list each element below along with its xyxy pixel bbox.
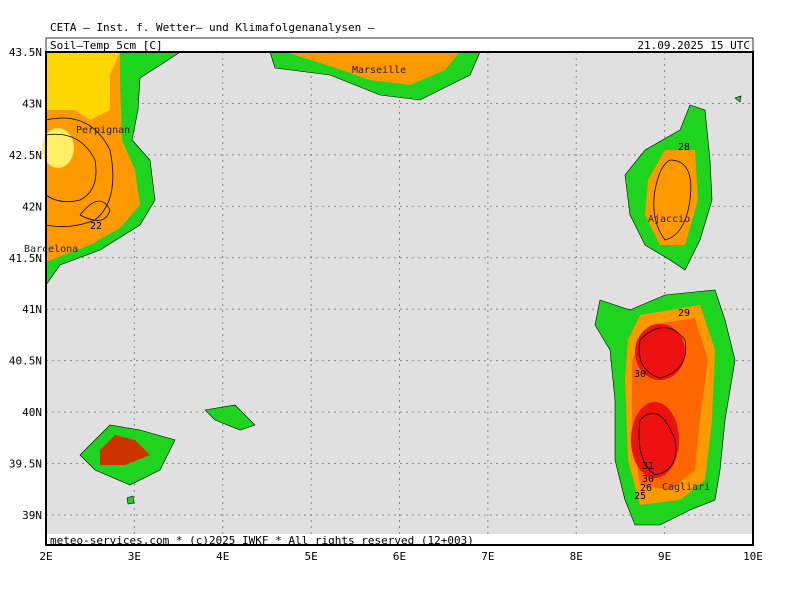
lat-tick-label: 41.5N xyxy=(9,252,42,265)
place-label: Barcelona xyxy=(24,244,78,255)
lat-tick-label: 43.5N xyxy=(9,46,42,59)
lon-tick-label: 2E xyxy=(39,550,52,563)
lat-tick-label: 42.5N xyxy=(9,149,42,162)
hottest-area xyxy=(635,324,685,380)
contour-label: 25 xyxy=(634,491,646,502)
lon-tick-label: 8E xyxy=(570,550,583,563)
lat-tick-label: 39N xyxy=(22,509,42,522)
header-title: CETA — Inst. f. Wetter— und Klimafolgena… xyxy=(50,21,375,34)
lon-tick-label: 4E xyxy=(216,550,229,563)
valid-time: 21.09.2025 15 UTC xyxy=(637,39,750,52)
islet xyxy=(734,95,742,103)
lat-tick-label: 41N xyxy=(22,303,42,316)
menorca xyxy=(204,404,256,431)
lon-tick-label: 5E xyxy=(305,550,318,563)
contour-label: 26 xyxy=(640,483,652,494)
lat-tick-label: 43N xyxy=(22,97,42,110)
place-label: Perpignan xyxy=(76,125,130,136)
lon-tick-label: 3E xyxy=(128,550,141,563)
contour-label: 29 xyxy=(678,308,690,319)
contour-label: 28 xyxy=(678,142,690,153)
contour-label: 22 xyxy=(90,221,102,232)
land xyxy=(42,51,742,526)
cool-area xyxy=(46,52,120,120)
lon-tick-label: 7E xyxy=(481,550,494,563)
contour-label: 30 xyxy=(642,474,654,485)
lon-tick-label: 10E xyxy=(743,550,763,563)
lon-tick-label: 9E xyxy=(658,550,671,563)
place-labels: Perpignan Barcelona Marseille Ajaccio Ca… xyxy=(24,65,710,493)
hot-area xyxy=(100,435,150,465)
footer: meteo-services.com * (c)2025 IWKF * All … xyxy=(50,534,474,547)
field-name: Soil—Temp_5cm_[C] xyxy=(50,39,163,52)
lat-tick-label: 39.5N xyxy=(9,458,42,471)
cool-area xyxy=(42,128,74,168)
lat-tick-label: 40N xyxy=(22,406,42,419)
islet xyxy=(126,495,135,505)
contour-labels: 22 28 29 30 31 30 26 25 xyxy=(90,142,690,502)
lat-tick-label: 42N xyxy=(22,200,42,213)
place-label: Marseille xyxy=(352,65,406,76)
lon-tick-label: 6E xyxy=(393,550,406,563)
contour-label: 30 xyxy=(634,369,646,380)
warm-area xyxy=(285,52,460,85)
footer-box xyxy=(46,534,753,545)
lat-tick-label: 40.5N xyxy=(9,355,42,368)
place-label: Cagliari xyxy=(662,482,710,493)
place-label: Ajaccio xyxy=(648,214,690,225)
contour-label: 31 xyxy=(642,461,654,472)
map-frame xyxy=(45,51,754,546)
